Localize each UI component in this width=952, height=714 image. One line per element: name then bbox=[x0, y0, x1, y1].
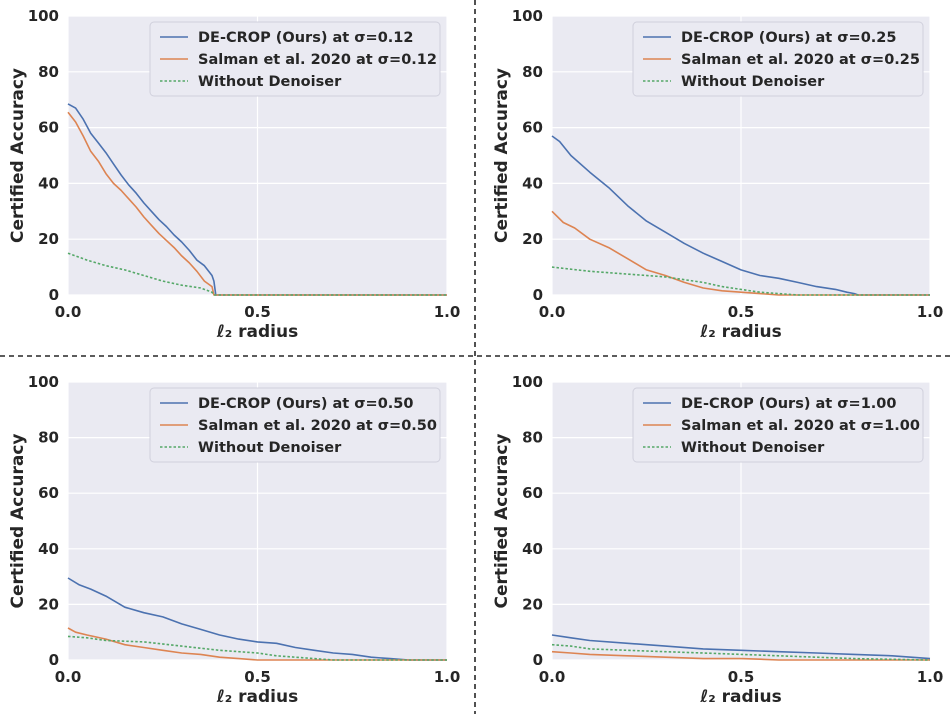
chart-panel-2: 0 20 40 60 80 100 0.0 0.5 1.0 ℓ₂ radius Certified … bbox=[492, 7, 943, 342]
series-line-3 bbox=[67, 635, 447, 661]
x-tick-label: 1.0 bbox=[434, 303, 461, 321]
y-tick-label: 20 bbox=[38, 595, 59, 613]
legend-entry: Without Denoiser bbox=[198, 74, 342, 90]
x-tick-label: 1.0 bbox=[917, 303, 944, 321]
y-tick-label: 80 bbox=[38, 429, 59, 447]
y-tick-label: 60 bbox=[38, 119, 59, 137]
series-line-3 bbox=[67, 252, 447, 296]
y-tick-label: 40 bbox=[38, 174, 59, 192]
x-tick-label: 1.0 bbox=[434, 668, 461, 686]
x-tick-label: 0.0 bbox=[55, 668, 82, 686]
legend-box bbox=[632, 387, 924, 463]
y-axis-label: Certified Accuracy bbox=[492, 434, 512, 609]
x-tick-label: 0.5 bbox=[728, 303, 755, 321]
x-tick-label: 0.5 bbox=[244, 668, 271, 686]
series-line-2 bbox=[551, 650, 930, 661]
legend: DE-CROP (Ours) at σ=0.25 Salman et al. 20… bbox=[632, 21, 924, 97]
legend-entry: Without Denoiser bbox=[681, 74, 825, 90]
legend-entry: Salman et al. 2020 at σ=0.25 bbox=[681, 52, 920, 68]
y-tick-label: 0 bbox=[533, 651, 543, 669]
y-tick-label: 20 bbox=[522, 595, 543, 613]
y-axis-label: Certified Accuracy bbox=[8, 434, 28, 609]
x-tick-label: 0.5 bbox=[244, 303, 271, 321]
series-line-1 bbox=[551, 634, 931, 660]
legend-entry: Without Denoiser bbox=[198, 440, 342, 456]
y-tick-label: 0 bbox=[533, 286, 543, 304]
y-tick-label: 0 bbox=[49, 286, 59, 304]
y-tick-label: 40 bbox=[38, 540, 59, 558]
series-line-3 bbox=[551, 643, 931, 661]
series-line-2 bbox=[67, 111, 447, 296]
y-tick-label: 100 bbox=[512, 373, 543, 391]
x-axis-label: ℓ₂ radius bbox=[699, 687, 781, 707]
x-tick-label: 0.0 bbox=[539, 303, 566, 321]
legend-entry: Salman et al. 2020 at σ=0.12 bbox=[198, 52, 437, 68]
series-line-1 bbox=[67, 577, 447, 661]
y-tick-label: 100 bbox=[28, 7, 59, 25]
y-axis-label: Certified Accuracy bbox=[492, 68, 512, 243]
y-tick-label: 0 bbox=[49, 651, 59, 669]
y-tick-label: 100 bbox=[28, 373, 59, 391]
legend: DE-CROP (Ours) at σ=0.12 Salman et al. 20… bbox=[149, 21, 441, 97]
legend-box bbox=[149, 21, 441, 97]
y-axis-label: Certified Accuracy bbox=[8, 68, 28, 243]
x-tick-label: 0.0 bbox=[55, 303, 82, 321]
y-tick-label: 40 bbox=[522, 174, 543, 192]
x-axis-label: ℓ₂ radius bbox=[216, 687, 298, 707]
chart-panel-3: 0 20 40 60 80 100 0.0 0.5 1.0 ℓ₂ radius Certified … bbox=[8, 373, 460, 707]
y-tick-label: 60 bbox=[522, 484, 543, 502]
y-tick-label: 20 bbox=[522, 230, 543, 248]
y-tick-label: 60 bbox=[38, 484, 59, 502]
series-line-3 bbox=[551, 266, 930, 296]
legend-box bbox=[149, 387, 441, 463]
series-line-2 bbox=[67, 627, 447, 661]
series-line-1 bbox=[67, 103, 447, 296]
series-line-1 bbox=[551, 135, 930, 296]
legend: DE-CROP (Ours) at σ=1.00 Salman et al. 20… bbox=[632, 387, 924, 463]
y-tick-label: 80 bbox=[38, 63, 59, 81]
legend-entry: Without Denoiser bbox=[681, 440, 825, 456]
series-line-2 bbox=[551, 210, 930, 296]
x-tick-label: 0.5 bbox=[728, 668, 755, 686]
y-tick-label: 20 bbox=[38, 230, 59, 248]
legend-entry: DE-CROP (Ours) at σ=0.25 bbox=[681, 30, 896, 46]
legend-entry: Salman et al. 2020 at σ=1.00 bbox=[681, 418, 920, 434]
chart-panel-1: 0 20 40 60 80 100 0.0 0.5 1.0 ℓ₂ radius Certified … bbox=[8, 7, 460, 342]
chart-panel-4: 0 20 40 60 80 100 0.0 0.5 1.0 ℓ₂ radius Certified … bbox=[492, 373, 943, 707]
x-axis-label: ℓ₂ radius bbox=[699, 322, 781, 342]
y-tick-label: 80 bbox=[522, 429, 543, 447]
y-tick-label: 60 bbox=[522, 119, 543, 137]
y-tick-label: 100 bbox=[512, 7, 543, 25]
legend-box bbox=[632, 21, 924, 97]
x-tick-label: 0.0 bbox=[539, 668, 566, 686]
x-tick-label: 1.0 bbox=[917, 668, 944, 686]
legend-entry: Salman et al. 2020 at σ=0.50 bbox=[198, 418, 437, 434]
y-tick-label: 80 bbox=[522, 63, 543, 81]
y-tick-label: 40 bbox=[522, 540, 543, 558]
legend-entry: DE-CROP (Ours) at σ=0.12 bbox=[198, 30, 413, 46]
legend: DE-CROP (Ours) at σ=0.50 Salman et al. 20… bbox=[149, 387, 441, 463]
legend-entry: DE-CROP (Ours) at σ=1.00 bbox=[681, 396, 896, 412]
legend-entry: DE-CROP (Ours) at σ=0.50 bbox=[198, 396, 413, 412]
x-axis-label: ℓ₂ radius bbox=[216, 322, 298, 342]
